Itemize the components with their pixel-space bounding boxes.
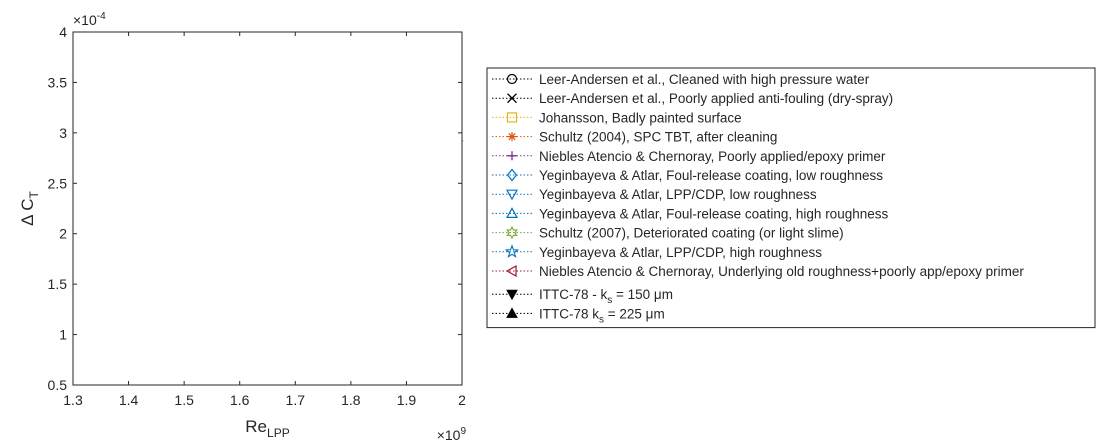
legend: Leer-Andersen et al., Cleaned with high … bbox=[486, 67, 1096, 329]
legend-label: Yeginbayeva & Atlar, LPP/CDP, low roughn… bbox=[539, 187, 817, 202]
y-tick-label: 2.5 bbox=[48, 175, 68, 191]
legend-entry: Niebles Atencio & Chernoray, Underlying … bbox=[492, 264, 1024, 279]
legend-entry: Yeginbayeva & Atlar, Foul-release coatin… bbox=[492, 206, 888, 221]
legend-marker bbox=[507, 151, 517, 161]
legend-label: Niebles Atencio & Chernoray, Poorly appl… bbox=[539, 149, 886, 164]
legend-marker bbox=[506, 225, 518, 240]
legend-marker bbox=[505, 189, 519, 201]
x-tick-label: 1.5 bbox=[174, 392, 194, 408]
legend-marker bbox=[506, 168, 518, 182]
legend-entry: Yeginbayeva & Atlar, Foul-release coatin… bbox=[492, 168, 883, 183]
legend-box bbox=[486, 67, 1096, 329]
legend-entry: ITTC-78 - ks = 150 μm bbox=[492, 287, 673, 306]
x-tick-label: 1.3 bbox=[63, 392, 83, 408]
legend-label: Johansson, Badly painted surface bbox=[539, 110, 742, 125]
x-tick-label: 1.7 bbox=[286, 392, 306, 408]
axes-box bbox=[72, 31, 463, 386]
y-exponent-label: ×10-4 bbox=[73, 11, 106, 28]
legend-marker bbox=[506, 307, 518, 318]
legend-entry: Schultz (2004), SPC TBT, after cleaning bbox=[492, 130, 777, 145]
y-tick-label: 0.5 bbox=[48, 377, 68, 393]
x-tick-label: 1.8 bbox=[341, 392, 361, 408]
legend-marker bbox=[507, 93, 517, 104]
legend-label: Niebles Atencio & Chernoray, Underlying … bbox=[539, 264, 1024, 279]
legend-entry: Yeginbayeva & Atlar, LPP/CDP, low roughn… bbox=[492, 187, 817, 202]
y-tick-label: 4 bbox=[59, 24, 67, 40]
y-axis-label: Δ CT bbox=[18, 190, 41, 225]
legend-label: Yeginbayeva & Atlar, LPP/CDP, high rough… bbox=[539, 245, 822, 260]
legend-entry: Leer-Andersen et al., Cleaned with high … bbox=[492, 72, 870, 87]
legend-entry: Leer-Andersen et al., Poorly applied ant… bbox=[492, 91, 893, 106]
x-tick-label: 1.9 bbox=[397, 392, 417, 408]
legend-label: Schultz (2007), Deteriorated coating (or… bbox=[539, 226, 844, 241]
y-tick-label: 2 bbox=[59, 226, 67, 242]
x-tick-label: 1.4 bbox=[119, 392, 139, 408]
legend-label: Leer-Andersen et al., Poorly applied ant… bbox=[539, 91, 893, 106]
legend-label: ITTC-78 - ks = 150 μm bbox=[539, 287, 673, 306]
legend-marker bbox=[507, 132, 517, 142]
legend-entry: Yeginbayeva & Atlar, LPP/CDP, high rough… bbox=[492, 244, 822, 260]
legend-label: Leer-Andersen et al., Cleaned with high … bbox=[539, 72, 870, 87]
axes: 1.3 1.4 1.5 1.6 1.7 1.8 1.9 2 0.5 1 1.5 2 2.5 3 3.5 4 bbox=[48, 24, 467, 408]
legend-label: ITTC-78 ks = 225 μm bbox=[539, 306, 665, 325]
legend-label: Schultz (2004), SPC TBT, after cleaning bbox=[539, 130, 777, 145]
legend-marker bbox=[505, 207, 519, 218]
legend-marker bbox=[505, 264, 517, 278]
x-axis-label: ReLPP bbox=[245, 417, 289, 440]
y-tick-label: 3.5 bbox=[48, 74, 68, 90]
legend-entry: Johansson, Badly painted surface bbox=[492, 110, 742, 125]
legend-entry: Niebles Atencio & Chernoray, Poorly appl… bbox=[492, 149, 886, 164]
y-tick-label: 1.5 bbox=[48, 276, 68, 292]
legend-marker bbox=[504, 244, 520, 258]
legend-label: Yeginbayeva & Atlar, Foul-release coatin… bbox=[539, 168, 883, 183]
legend-entry: Schultz (2007), Deteriorated coating (or… bbox=[492, 226, 844, 241]
legend-label: Yeginbayeva & Atlar, Foul-release coatin… bbox=[539, 206, 888, 221]
legend-marker bbox=[506, 112, 518, 123]
x-tick-label: 2 bbox=[458, 392, 466, 408]
y-tick-label: 1 bbox=[59, 327, 67, 343]
legend-marker bbox=[506, 73, 518, 85]
y-tick-label: 3 bbox=[59, 125, 67, 141]
x-tick-label: 1.6 bbox=[230, 392, 250, 408]
legend-marker bbox=[506, 289, 518, 301]
legend-entry: ITTC-78 ks = 225 μm bbox=[492, 306, 665, 325]
axis-labels: ReLPP Δ CT ×109 ×10-4 bbox=[18, 11, 466, 443]
x-exponent-label: ×109 bbox=[437, 426, 467, 443]
